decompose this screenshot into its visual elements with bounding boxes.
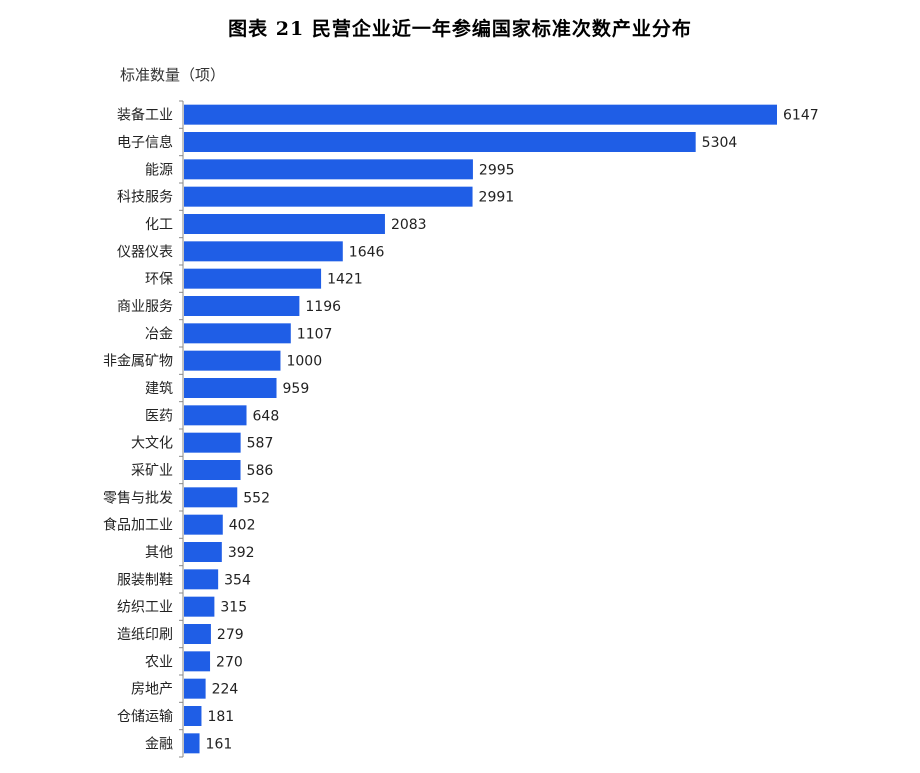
category-label: 造纸印刷: [117, 627, 173, 643]
category-label: 其他: [145, 545, 173, 561]
category-label: 医药: [145, 408, 173, 424]
category-label: 房地产: [131, 682, 173, 698]
category-label: 采矿业: [131, 463, 173, 479]
value-label: 1646: [349, 244, 385, 260]
bar: [184, 350, 281, 371]
category-label: 纺织工业: [117, 600, 173, 616]
bar: [184, 214, 385, 234]
value-label: 587: [247, 436, 274, 452]
bar: [184, 159, 473, 180]
value-label: 1107: [297, 326, 333, 342]
category-label: 服装制鞋: [117, 572, 173, 588]
value-label: 2083: [391, 217, 427, 233]
value-label: 6147: [783, 108, 819, 124]
bar: [184, 378, 277, 398]
value-label: 181: [207, 709, 234, 725]
bar: [184, 432, 241, 453]
bar: [184, 596, 215, 617]
value-label: 392: [228, 545, 255, 561]
bar: [184, 542, 222, 562]
category-label: 仓储运输: [117, 709, 173, 725]
bar: [184, 733, 200, 754]
category-label: 商业服务: [117, 299, 173, 315]
category-label: 农业: [145, 654, 173, 670]
value-label: 2995: [479, 162, 515, 178]
category-label: 冶金: [145, 326, 173, 342]
bar: [184, 706, 202, 726]
value-label: 959: [283, 381, 310, 397]
value-label: 552: [243, 490, 270, 506]
value-label: 2991: [479, 190, 515, 206]
value-label: 1196: [305, 299, 341, 315]
value-label: 402: [229, 518, 256, 534]
category-label: 科技服务: [117, 190, 173, 206]
value-label: 354: [224, 572, 251, 588]
category-label: 非金属矿物: [103, 354, 173, 370]
bar: [184, 460, 241, 480]
bar: [184, 569, 219, 590]
category-label: 金融: [145, 736, 173, 752]
category-label: 电子信息: [117, 134, 173, 151]
value-label: 279: [217, 627, 244, 643]
value-label: 5304: [702, 135, 738, 151]
bar: [184, 651, 211, 672]
value-label: 161: [206, 736, 233, 752]
bar: [184, 104, 777, 125]
bar: [184, 405, 247, 426]
chart-title: 图表 21 民营企业近一年参编国家标准次数产业分布: [228, 18, 692, 40]
value-label: 224: [212, 682, 239, 698]
value-label: 648: [253, 408, 280, 424]
category-label: 大文化: [131, 436, 173, 452]
category-label: 零售与批发: [103, 490, 173, 506]
bar: [184, 268, 322, 289]
value-label: 1000: [286, 354, 322, 370]
value-label: 270: [216, 654, 243, 670]
bar: [184, 624, 211, 644]
category-label: 化工: [145, 217, 173, 233]
bar: [184, 678, 206, 699]
bar: [184, 323, 291, 344]
category-label: 建筑: [145, 381, 173, 397]
bar: [184, 487, 238, 508]
bar: [184, 132, 696, 152]
bar: [184, 514, 223, 535]
value-label: 586: [247, 463, 274, 479]
bar: [184, 241, 343, 262]
category-label: 装备工业: [117, 107, 173, 124]
value-label: 315: [220, 600, 247, 616]
bar: [184, 296, 300, 316]
value-label: 1421: [327, 272, 363, 288]
category-label: 仪器仪表: [117, 244, 173, 260]
category-label: 能源: [145, 162, 173, 178]
bar: [184, 186, 473, 207]
category-label: 环保: [145, 272, 173, 288]
category-label: 食品加工业: [103, 517, 173, 534]
axis-unit-label: 标准数量（项）: [120, 66, 226, 84]
